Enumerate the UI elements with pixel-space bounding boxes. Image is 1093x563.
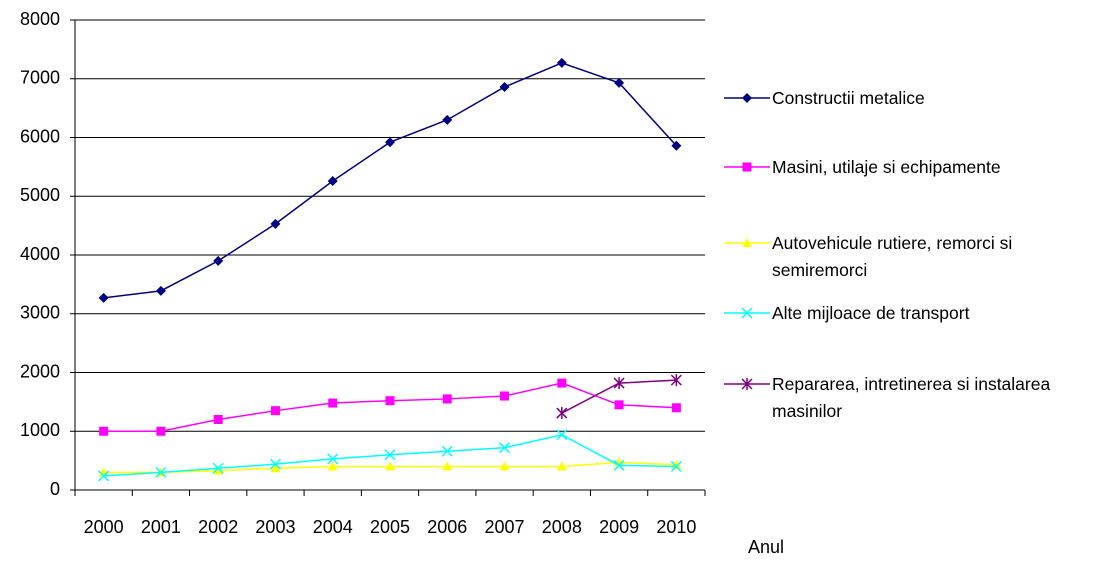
legend-item: Alte mijloace de transport <box>722 300 1090 327</box>
legend-icon <box>724 238 770 247</box>
x-tick-label: 2006 <box>427 517 467 537</box>
marker <box>213 255 224 266</box>
marker <box>327 461 338 471</box>
marker <box>556 407 568 420</box>
legend-icon <box>724 162 770 172</box>
marker <box>156 426 166 436</box>
marker <box>213 415 223 424</box>
y-tick-label: 4000 <box>20 244 60 264</box>
marker <box>269 458 281 470</box>
marker <box>98 470 110 482</box>
x-tick-label: 2002 <box>198 517 238 537</box>
marker <box>556 57 567 68</box>
y-tick-label: 1000 <box>20 420 60 440</box>
marker <box>327 175 338 186</box>
series-line <box>103 382 677 432</box>
legend-label: Constructii metalice <box>772 88 925 108</box>
marker <box>741 378 753 390</box>
x-tick-label: 2001 <box>141 517 181 537</box>
series-line <box>103 62 677 299</box>
marker <box>213 465 224 475</box>
x-tick-label: 2010 <box>656 517 696 537</box>
legend-item: Autovehicule rutiere, remorci si semirem… <box>722 230 1090 284</box>
marker <box>155 285 166 296</box>
legend-icon <box>724 307 770 319</box>
y-tick-label: 0 <box>50 479 60 499</box>
marker <box>671 140 682 151</box>
marker <box>741 307 753 319</box>
marker <box>328 398 338 408</box>
marker <box>327 453 339 465</box>
x-tick-label: 2005 <box>370 517 410 537</box>
marker <box>442 394 452 404</box>
marker <box>500 391 510 401</box>
marker <box>212 462 224 474</box>
y-tick-label: 8000 <box>20 9 60 29</box>
legend: Constructii metalice Masini, utilaje si e… <box>722 0 1093 563</box>
x-tick-label: 2009 <box>599 517 639 537</box>
marker <box>670 374 682 387</box>
legend-item: Masini, utilaje si echipamente <box>722 154 1090 181</box>
legend-item: Repararea, intretinerea si instalarea ma… <box>722 371 1090 425</box>
marker <box>442 114 453 125</box>
legend-icon <box>724 378 770 390</box>
marker <box>499 442 511 454</box>
marker <box>671 403 681 413</box>
y-tick-label: 6000 <box>20 126 60 146</box>
marker <box>385 461 395 471</box>
marker <box>742 162 752 172</box>
legend-label: Alte mijloace de transport <box>772 303 970 323</box>
y-tick-label: 3000 <box>20 303 60 323</box>
marker <box>384 449 396 461</box>
legend-label: Autovehicule rutiere, remorci si semirem… <box>772 233 1013 280</box>
marker <box>385 137 395 148</box>
y-tick-label: 5000 <box>20 185 60 205</box>
y-tick-label: 7000 <box>20 68 60 88</box>
x-tick-label: 2000 <box>84 517 124 537</box>
legend-label: Masini, utilaje si echipamente <box>772 157 1001 177</box>
legend-item: Constructii metalice <box>722 85 1090 112</box>
x-tick-label: 2008 <box>542 517 582 537</box>
marker <box>556 461 567 471</box>
marker <box>556 429 568 441</box>
marker <box>670 460 682 473</box>
marker <box>155 466 167 478</box>
marker <box>99 426 109 436</box>
marker <box>270 463 281 473</box>
legend-icon <box>724 93 770 103</box>
marker <box>613 459 625 471</box>
marker <box>742 93 752 103</box>
marker <box>557 378 567 388</box>
marker <box>442 461 453 471</box>
marker <box>441 445 453 457</box>
marker <box>270 406 280 416</box>
x-tick-label: 2007 <box>485 517 525 537</box>
marker <box>614 77 625 88</box>
marker <box>742 238 752 247</box>
marker <box>385 396 395 406</box>
marker <box>270 218 281 229</box>
marker <box>614 400 624 410</box>
chart: 0 1000 2000 3000 4000 5000 6000 7000 8000 2000 200… <box>20 9 706 537</box>
x-tick-label: 2004 <box>313 517 353 537</box>
legend-label: Repararea, intretinerea si instalarea ma… <box>772 374 1051 421</box>
marker <box>613 377 625 390</box>
marker <box>499 81 510 92</box>
y-tick-label: 2000 <box>20 361 60 381</box>
marker <box>98 292 109 303</box>
x-tick-label: 2003 <box>255 517 295 537</box>
marker <box>499 461 510 471</box>
